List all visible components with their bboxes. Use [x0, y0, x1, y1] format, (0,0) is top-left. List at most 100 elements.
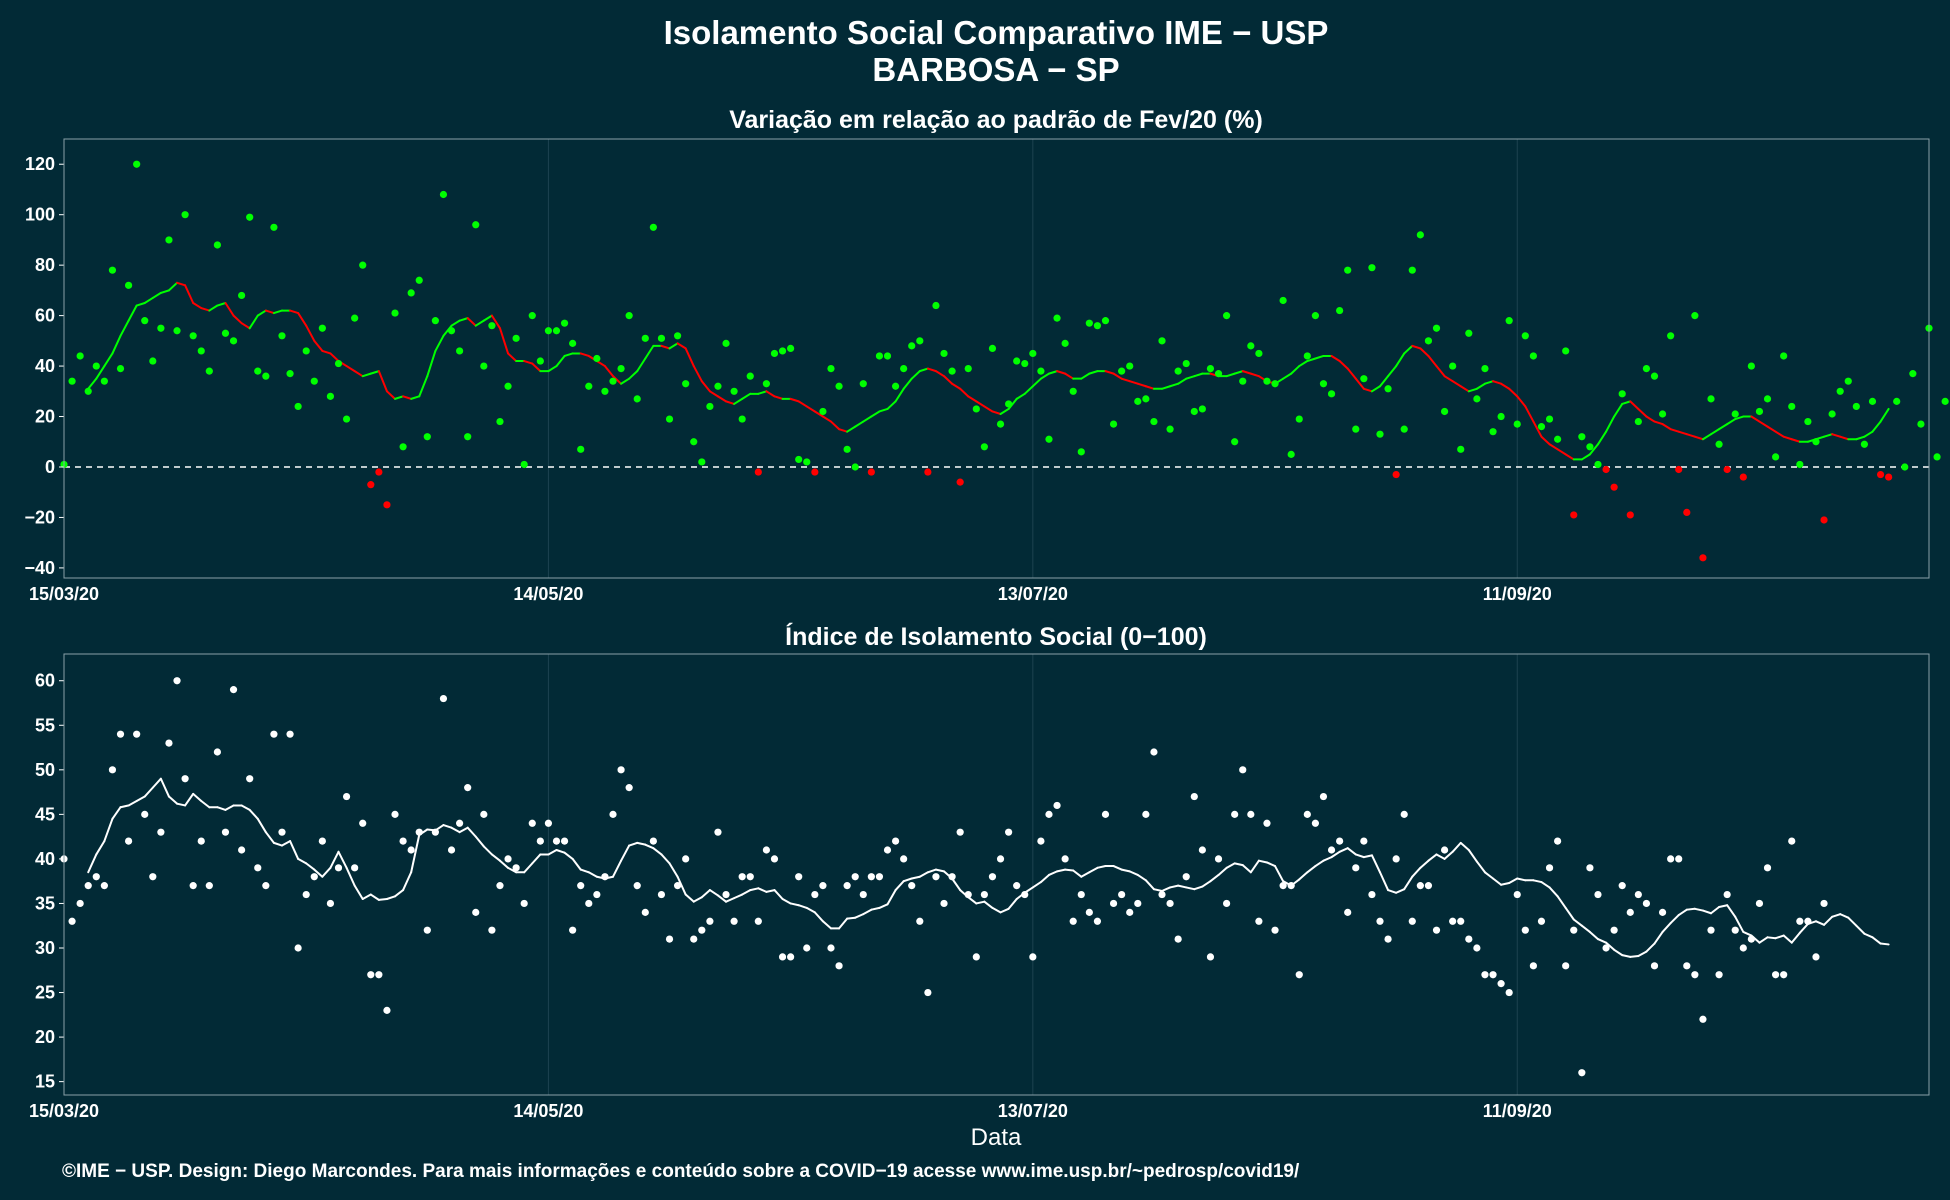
moving-average-segment — [797, 904, 808, 909]
data-point — [1271, 380, 1279, 388]
moving-average-segment — [934, 370, 946, 378]
data-point — [1360, 837, 1368, 845]
panel-index-line — [87, 777, 1890, 958]
moving-average-segment — [1459, 385, 1470, 393]
moving-average-segment — [1354, 377, 1365, 390]
data-point — [1554, 435, 1562, 443]
data-point — [665, 935, 674, 943]
data-point — [1198, 405, 1206, 413]
data-point — [698, 926, 706, 934]
moving-average-segment — [1435, 365, 1446, 378]
moving-average-segment — [668, 862, 679, 878]
data-point — [1772, 453, 1780, 461]
data-point — [1755, 407, 1764, 416]
data-point — [633, 395, 641, 403]
data-point — [1675, 855, 1683, 863]
moving-average-segment — [256, 817, 267, 834]
moving-average-segment — [1419, 859, 1430, 869]
footer-credit: ©IME − USP. Design: Diego Marcondes. Par… — [62, 1161, 1300, 1182]
moving-average-segment — [264, 309, 275, 315]
moving-average-segment — [1871, 420, 1882, 433]
moving-average-segment — [135, 301, 146, 307]
moving-average-segment — [1879, 942, 1890, 946]
data-point — [116, 730, 125, 738]
data-point — [480, 362, 488, 370]
moving-average-segment — [1362, 854, 1373, 859]
y-tick-label: 60 — [35, 671, 55, 691]
data-point — [1005, 828, 1013, 836]
data-point — [1037, 367, 1045, 375]
data-point — [342, 792, 351, 801]
data-point — [883, 352, 892, 360]
data-point — [859, 380, 867, 388]
data-point — [690, 438, 698, 446]
data-point — [1392, 470, 1400, 479]
moving-average-segment — [1249, 372, 1260, 378]
data-point — [673, 882, 682, 890]
data-point — [383, 501, 391, 509]
data-point — [803, 458, 811, 466]
data-point — [1053, 801, 1061, 810]
moving-average-segment — [1726, 904, 1737, 918]
moving-average-segment — [797, 400, 808, 408]
data-point — [246, 775, 254, 783]
data-point — [552, 837, 561, 845]
moving-average-segment — [1225, 862, 1236, 869]
data-point — [1158, 890, 1166, 899]
data-point — [1174, 935, 1182, 943]
data-point — [1109, 420, 1118, 428]
moving-average-segment — [1193, 885, 1204, 891]
moving-average-segment — [894, 387, 905, 403]
moving-average-segment — [1879, 407, 1890, 423]
data-point — [488, 322, 496, 330]
moving-average-segment — [353, 884, 364, 900]
data-point — [1424, 882, 1433, 890]
moving-average-segment — [951, 382, 962, 390]
moving-average-segment — [902, 877, 913, 883]
data-point — [1400, 810, 1408, 818]
data-point — [706, 402, 714, 411]
data-point — [1731, 410, 1739, 418]
data-point — [1562, 347, 1570, 355]
data-point — [496, 882, 504, 890]
x-tick-label: 13/07/20 — [998, 1101, 1068, 1121]
data-point — [1069, 917, 1077, 925]
data-point — [1885, 473, 1893, 481]
moving-average-segment — [450, 319, 461, 327]
x-tick-label: 14/05/20 — [513, 584, 583, 604]
moving-average-segment — [1750, 415, 1761, 423]
y-tick-label: 25 — [35, 983, 55, 1003]
moving-average-segment — [1871, 936, 1882, 945]
data-point — [488, 926, 496, 934]
data-point — [1497, 412, 1505, 421]
data-point — [1650, 372, 1659, 380]
moving-average-segment — [926, 868, 937, 874]
moving-average-segment — [1677, 908, 1688, 917]
data-point — [908, 342, 916, 350]
data-point — [1505, 988, 1513, 997]
data-point — [1368, 890, 1376, 899]
data-point — [948, 873, 956, 881]
moving-average-segment — [200, 800, 211, 809]
moving-average-segment — [1096, 865, 1107, 869]
moving-average-segment — [1726, 418, 1737, 426]
moving-average-segment — [248, 314, 259, 330]
moving-average-segment — [1031, 881, 1042, 889]
data-point — [447, 327, 456, 335]
moving-average-segment — [1742, 930, 1753, 937]
data-point — [334, 359, 343, 368]
moving-average-segment — [773, 395, 784, 400]
moving-average-segment — [587, 871, 598, 878]
data-point — [1077, 448, 1085, 456]
data-point — [536, 357, 544, 365]
moving-average-segment — [442, 824, 453, 829]
data-point — [649, 223, 657, 231]
moving-average-segment — [757, 390, 768, 395]
data-point — [165, 236, 173, 244]
moving-average-segment — [1613, 948, 1624, 957]
moving-average-segment — [878, 903, 889, 909]
moving-average-segment — [1370, 385, 1381, 393]
moving-average-segment — [1475, 382, 1486, 390]
data-point — [1457, 917, 1465, 925]
data-point — [714, 382, 722, 390]
